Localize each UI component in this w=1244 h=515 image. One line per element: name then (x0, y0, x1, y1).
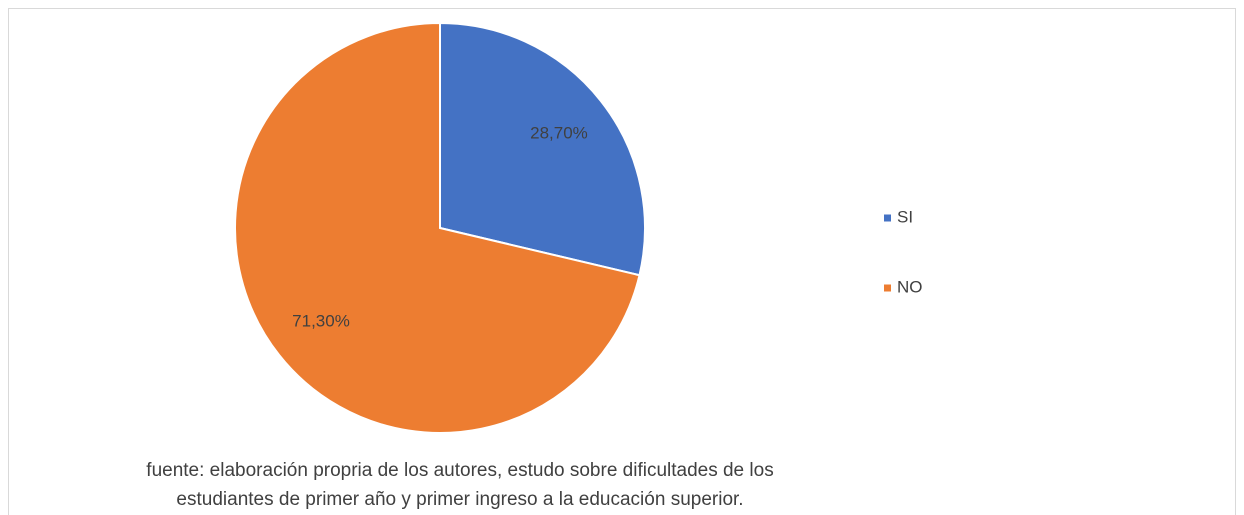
data-label: 28,70% (530, 123, 588, 142)
legend-label: SI (897, 207, 913, 226)
caption: estudiantes de primer año y primer ingre… (176, 489, 743, 510)
pie-slice (439, 21, 646, 277)
data-label: 71,30% (292, 312, 350, 331)
legend-marker (884, 284, 891, 292)
chart-frame (8, 8, 1236, 515)
caption: fuente: elaboración propria de los autor… (146, 460, 773, 481)
legend-marker (884, 214, 891, 222)
legend-label: NO (897, 277, 923, 296)
pie-slice (234, 21, 641, 434)
